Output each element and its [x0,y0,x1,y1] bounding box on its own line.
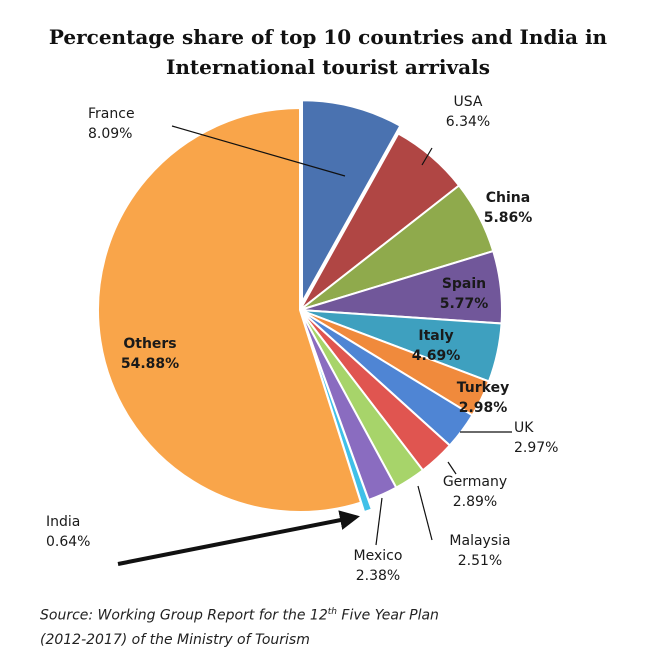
slice-label-france: France 8.09% [88,106,135,142]
source-line-1: Source: Working Group Report for the 12t… [40,600,640,628]
slice-label-name-turkey: Turkey [457,380,509,396]
slice-label-spain: Spain 5.77% [440,276,489,312]
slice-label-value-uk: 2.97% [514,440,558,456]
leader-line-malaysia [417,485,433,541]
slice-label-value-usa: 6.34% [446,114,490,130]
slice-label-germany: Germany 2.89% [443,474,507,510]
source-line-2: (2012-2017) of the Ministry of Tourism [40,631,310,648]
leader-line-usa [421,147,433,166]
slice-label-value-mexico: 2.38% [356,568,400,584]
slice-label-name-others: Others [123,336,176,352]
slice-label-name-china: China [486,190,530,206]
chart-title: Percentage share of top 10 countries and… [0,22,656,82]
pie-slice-others [97,106,363,513]
slice-label-value-china: 5.86% [484,210,533,226]
slice-label-name-italy: Italy [418,328,453,344]
slice-label-value-others: 54.88% [121,356,179,372]
slice-label-name-india: India [46,514,80,530]
slice-label-uk: UK 2.97% [514,420,558,456]
slice-label-name-mexico: Mexico [354,548,403,564]
source-note: Source: Working Group Report for the 12t… [40,600,640,652]
source-line-1-sup: th [327,607,337,617]
slice-label-value-spain: 5.77% [440,296,489,312]
slice-label-value-italy: 4.69% [412,348,461,364]
slice-label-name-uk: UK [514,420,534,436]
slice-label-name-spain: Spain [442,276,486,292]
slice-label-name-usa: USA [454,94,483,110]
source-line-1-prefix: Source: Working Group Report for the 12 [40,607,328,624]
slice-label-malaysia: Malaysia 2.51% [449,533,510,569]
source-line-1-suffix: Five Year Plan [336,607,439,624]
slice-label-usa: USA 6.34% [446,94,490,130]
slice-label-italy: Italy 4.69% [412,328,461,364]
slice-label-name-malaysia: Malaysia [449,533,510,549]
slice-label-value-france: 8.09% [88,126,132,142]
slice-label-value-turkey: 2.98% [459,400,508,416]
slice-label-name-france: France [88,106,135,122]
slice-label-turkey: Turkey 2.98% [457,380,509,416]
leader-line-germany [447,461,457,475]
slice-label-china: China 5.86% [484,190,533,226]
chart-title-line-2: International tourist arrivals [166,55,490,79]
pie-slice-france [301,99,402,307]
leader-line-france [171,125,346,177]
india-arrow [117,510,360,566]
slice-label-name-germany: Germany [443,474,507,490]
pie-slice-india [302,319,374,514]
slice-label-value-india: 0.64% [46,534,90,550]
slice-label-mexico: Mexico 2.38% [354,548,403,584]
slice-label-others: Others 54.88% [121,336,179,372]
slice-label-value-germany: 2.89% [453,494,497,510]
slice-label-india: India 0.64% [46,514,90,550]
chart-title-line-1: Percentage share of top 10 countries and… [48,25,608,49]
slice-label-value-malaysia: 2.51% [458,553,502,569]
leader-line-mexico [375,497,383,546]
